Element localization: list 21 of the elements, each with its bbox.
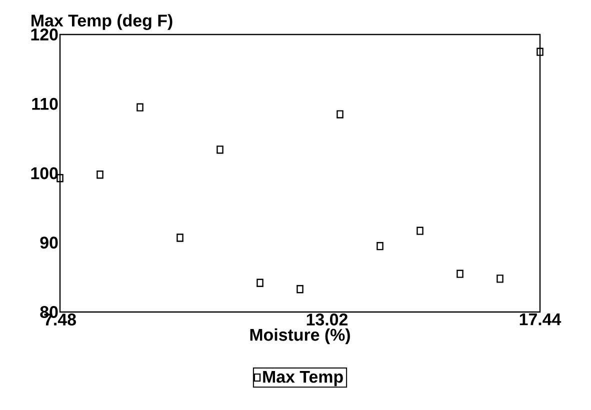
x-tick-label: 17.44 <box>520 314 562 326</box>
y-axis-title: Max Temp (deg F) <box>32 14 172 30</box>
x-axis-title: Moisture (%) <box>250 328 350 344</box>
y-tick-label: 110 <box>32 98 58 110</box>
point <box>536 48 544 56</box>
legend-label: Max Temp <box>263 370 343 386</box>
y-tick-label: 100 <box>31 167 58 180</box>
point <box>496 274 504 283</box>
y-tick-label: 120 <box>31 28 58 40</box>
point <box>216 146 224 154</box>
point <box>416 226 424 235</box>
point <box>96 170 104 179</box>
point <box>376 242 384 250</box>
point <box>336 110 344 118</box>
point <box>296 285 304 294</box>
y-tick-label: 90 <box>40 236 58 249</box>
x-tick-label: 13.02 <box>306 314 348 326</box>
point <box>176 234 184 242</box>
point <box>256 278 264 287</box>
point <box>456 270 464 278</box>
point <box>136 103 144 112</box>
